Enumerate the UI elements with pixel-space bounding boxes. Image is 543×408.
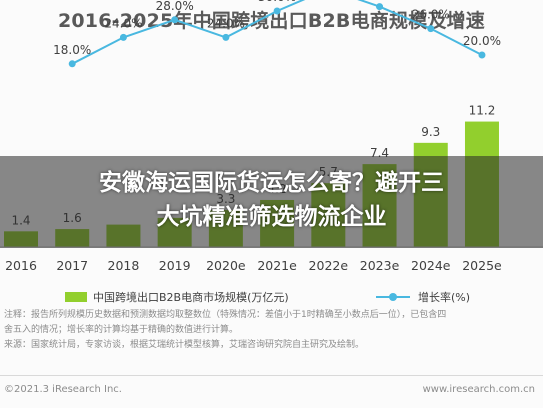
footer-website: www.iresearch.com.cn bbox=[422, 384, 535, 395]
x-tick-label: 2023e bbox=[360, 258, 400, 273]
legend-swatch-bar bbox=[65, 292, 87, 302]
x-tick-label: 2016 bbox=[5, 258, 37, 273]
chart-notes: 注释：报告所列规模历史数据和预测数据均取整数位（特殊情况：差值小于1时精确至小数… bbox=[4, 308, 543, 353]
line-value-label: 20.0% bbox=[463, 34, 501, 48]
legend-label-bar: 中国跨境出口B2B电商市场规模(万亿元) bbox=[93, 291, 289, 304]
x-tick-label: 2021e bbox=[257, 258, 297, 273]
line-point bbox=[478, 51, 486, 59]
x-tick-label: 2025e bbox=[462, 258, 502, 273]
line-value-label: 30.0% bbox=[258, 0, 296, 4]
x-tick-label: 2018 bbox=[108, 258, 140, 273]
x-tick-label: 2024e bbox=[411, 258, 451, 273]
bar-value-label: 11.2 bbox=[469, 104, 496, 118]
x-tick-label: 2022e bbox=[309, 258, 349, 273]
note-line: 舍五入的情况；增长率的计算均基于精确的数值进行计算。 bbox=[4, 325, 239, 335]
bar-value-label: 9.3 bbox=[421, 125, 440, 139]
overlay-caption: 安徽海运国际货运怎么寄？避开三 大坑精准筛选物流企业 bbox=[0, 166, 543, 234]
line-point bbox=[376, 3, 384, 11]
footer-divider bbox=[0, 375, 543, 376]
line-value-label: 26.0% bbox=[412, 8, 450, 22]
overlay-caption-line-1: 安徽海运国际货运怎么寄？避开三 bbox=[99, 170, 444, 196]
legend-marker-line bbox=[389, 293, 397, 301]
overlay-banner bbox=[0, 156, 543, 248]
line-value-label: 24.0% bbox=[104, 16, 142, 30]
overlay-caption-line-2: 大坑精准筛选物流企业 bbox=[156, 204, 387, 230]
x-tick-label: 2019 bbox=[159, 258, 191, 273]
line-point bbox=[427, 25, 435, 33]
line-point bbox=[222, 33, 230, 41]
note-line: 注释：报告所列规模历史数据和预测数据均取整数位（特殊情况：差值小于1时精确至小数… bbox=[4, 310, 447, 320]
legend-label-line: 增长率(%) bbox=[418, 291, 471, 304]
line-point bbox=[273, 7, 281, 15]
chart-title: 2016-2025年中国跨境出口B2B电商规模及增速 bbox=[57, 10, 486, 32]
line-point bbox=[119, 33, 127, 41]
line-value-label: 24.0% bbox=[207, 16, 245, 30]
line-value-label: 18.0% bbox=[53, 43, 91, 57]
chart-legend: 中国跨境出口B2B电商市场规模(万亿元) 增长率(%) bbox=[0, 288, 543, 306]
x-tick-label: 2017 bbox=[56, 258, 88, 273]
line-value-label: 28.0% bbox=[156, 0, 194, 13]
footer-copyright: ©2021.3 iResearch Inc. bbox=[4, 384, 122, 395]
x-tick-label: 2020e bbox=[206, 258, 246, 273]
line-point bbox=[68, 60, 76, 68]
line-point bbox=[171, 16, 179, 24]
note-line: 来源：国家统计局，专家访谈，根据艾瑞统计模型核算，艾瑞咨询研究院自主研究及绘制。 bbox=[4, 340, 365, 350]
